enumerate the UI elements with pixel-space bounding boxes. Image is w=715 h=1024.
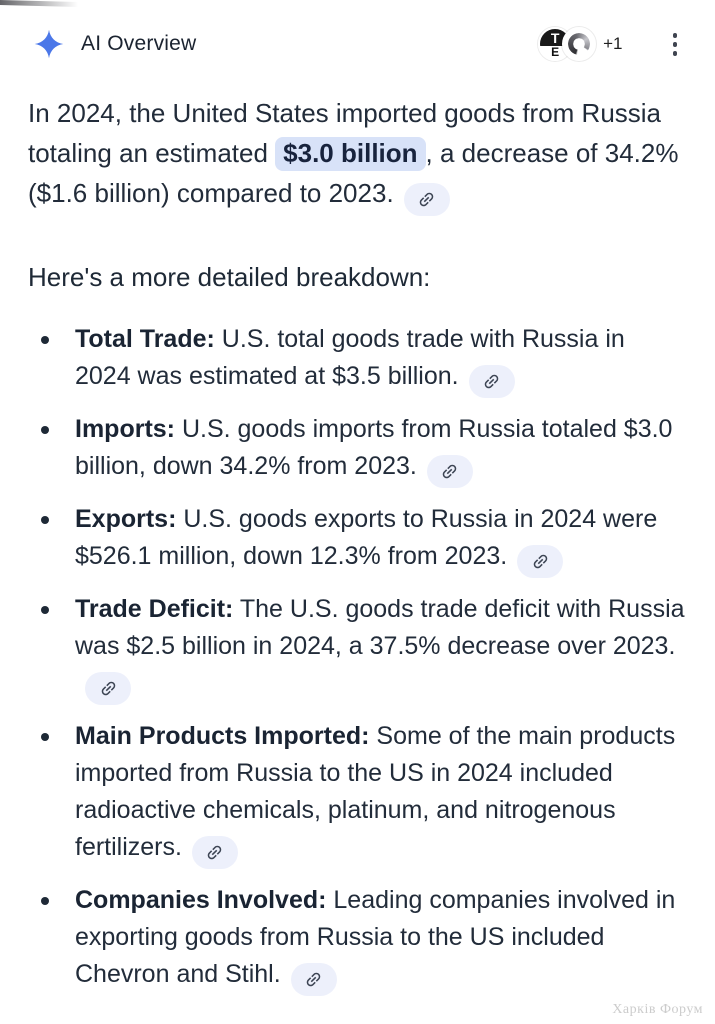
source-link-chip[interactable] <box>468 364 515 398</box>
bullet-text: The U.S. goods trade deficit with Russia… <box>75 594 685 660</box>
summary-text-before: In 2024, the United States imported good… <box>28 97 662 168</box>
header-title-group: AI Overview <box>34 29 196 59</box>
favicon-letter-bottom: E <box>551 45 560 60</box>
list-item: Imports: U.S. goods imports from Russia … <box>28 411 687 488</box>
source-link-chip[interactable] <box>517 544 564 578</box>
bullet-label: Imports: <box>75 414 175 443</box>
header-actions: T E +1 <box>538 27 687 62</box>
list-item: Total Trade: U.S. total goods trade with… <box>28 321 687 398</box>
list-item: Main Products Imported: Some of the main… <box>28 718 687 869</box>
list-item: Companies Involved: Leading companies in… <box>28 882 687 996</box>
swirl-glyph <box>568 33 591 56</box>
source-link-chip[interactable] <box>191 835 238 869</box>
link-icon <box>101 681 115 695</box>
source-link-chip[interactable] <box>290 962 337 996</box>
ai-overview-header: AI Overview T E +1 <box>0 0 715 62</box>
bullet-text: U.S. goods imports from Russia totaled $… <box>75 414 673 480</box>
page-title: AI Overview <box>81 32 197 56</box>
source-link-chip[interactable] <box>403 182 450 216</box>
bullet-text: Some of the main products imported from … <box>75 721 676 861</box>
link-icon <box>306 972 321 986</box>
gemini-sparkle-icon <box>34 30 64 59</box>
bullet-label: Main Products Imported: <box>75 721 370 750</box>
bullet-label: Trade Deficit: <box>75 594 234 623</box>
bullet-text: U.S. goods exports to Russia in 2024 wer… <box>75 504 658 570</box>
bullet-label: Companies Involved: <box>75 885 327 914</box>
favicon-letter-top: T <box>550 30 560 47</box>
more-sources-count[interactable]: +1 <box>603 34 623 54</box>
source-link-chip[interactable] <box>85 671 131 705</box>
watermark: Харків Форум <box>612 1002 703 1017</box>
bullet-text: Leading companies involved in exporting … <box>75 885 676 988</box>
breakdown-list: Total Trade: U.S. total goods trade with… <box>28 321 687 996</box>
section-heading: Here's a more detailed breakdown: <box>28 261 431 292</box>
highlighted-value[interactable]: $3.0 billion <box>275 136 426 171</box>
bullet-text: U.S. total goods trade with Russia in 20… <box>75 324 625 390</box>
ai-overview-summary: In 2024, the United States imported good… <box>28 93 680 216</box>
bullet-label: Exports: <box>75 504 177 533</box>
link-icon <box>443 464 457 478</box>
link-icon <box>419 192 434 206</box>
source-link-chip[interactable] <box>426 454 473 488</box>
list-item: Trade Deficit: The U.S. goods trade defi… <box>28 591 687 705</box>
bullet-label: Total Trade: <box>75 324 215 353</box>
list-item: Exports: U.S. goods exports to Russia in… <box>28 501 687 578</box>
link-icon <box>208 845 222 859</box>
more-options-icon[interactable] <box>663 27 688 62</box>
link-icon <box>484 374 499 388</box>
link-icon <box>533 554 547 568</box>
source-favicons[interactable]: T E <box>538 27 597 62</box>
swirl-favicon <box>562 27 597 62</box>
summary-text-after: , a decrease of 34.2% ($1.6 billion) com… <box>28 137 679 208</box>
